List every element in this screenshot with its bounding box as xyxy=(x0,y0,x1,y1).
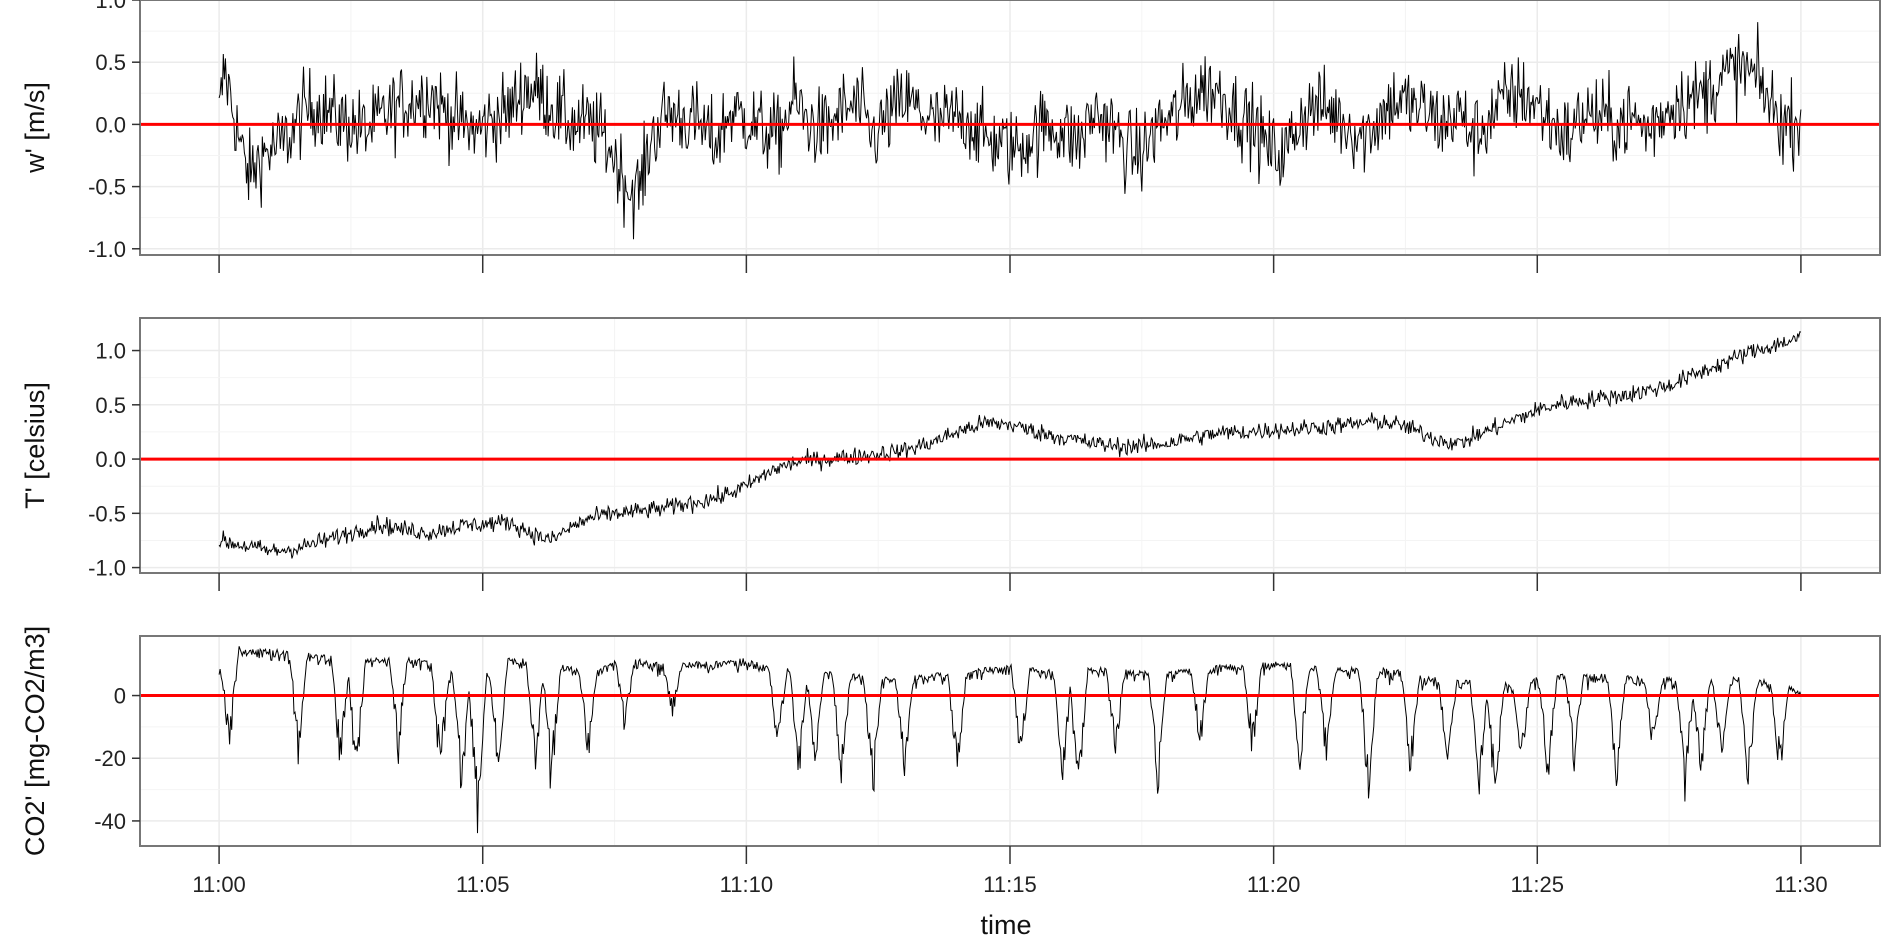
series-trace xyxy=(218,646,1802,834)
y-tick-label: 0.0 xyxy=(95,447,126,472)
y-tick-label: 0 xyxy=(114,684,126,709)
y-tick-label: -0.5 xyxy=(88,175,126,200)
x-tick-label: 11:30 xyxy=(1774,872,1827,897)
y-tick-label: 0.5 xyxy=(95,393,126,418)
panel-temperature: 1.0 0.5 0.0 -0.5 -1.0 T' [celsius] xyxy=(20,317,1881,591)
x-tick-label: 11:10 xyxy=(720,872,773,897)
x-tick-label: 11:25 xyxy=(1511,872,1564,897)
y-axis-title: w' [m/s] xyxy=(20,82,50,174)
y-tick-label: 1.0 xyxy=(95,0,126,13)
series-trace xyxy=(218,330,1802,559)
y-tick-label: -1.0 xyxy=(88,237,126,262)
panel-w-velocity: 1.0 0.5 0.0 -0.5 -1.0 w' [m/s] xyxy=(20,0,1881,273)
x-axis-title: time xyxy=(980,910,1031,940)
x-tick-label: 11:15 xyxy=(983,872,1036,897)
x-tick-label: 11:20 xyxy=(1247,872,1300,897)
y-tick-label: 1.0 xyxy=(95,339,126,364)
y-tick-label: -20 xyxy=(94,746,126,771)
y-axis-title: T' [celsius] xyxy=(20,382,50,509)
y-axis-title: CO2' [mg-CO2/m3] xyxy=(20,626,50,856)
series-trace xyxy=(218,22,1802,240)
x-tick-label: 11:00 xyxy=(192,872,245,897)
panel-co2: 0 -20 -40 11:00 11:05 11:10 11:15 11:20 11:25 11:… xyxy=(20,626,1881,897)
y-tick-label: -40 xyxy=(94,809,126,834)
y-tick-label: 0.0 xyxy=(95,112,126,137)
y-tick-label: -0.5 xyxy=(88,501,126,526)
x-tick-label: 11:05 xyxy=(456,872,509,897)
y-tick-label: 0.5 xyxy=(95,50,126,75)
y-tick-label: -1.0 xyxy=(88,556,126,581)
